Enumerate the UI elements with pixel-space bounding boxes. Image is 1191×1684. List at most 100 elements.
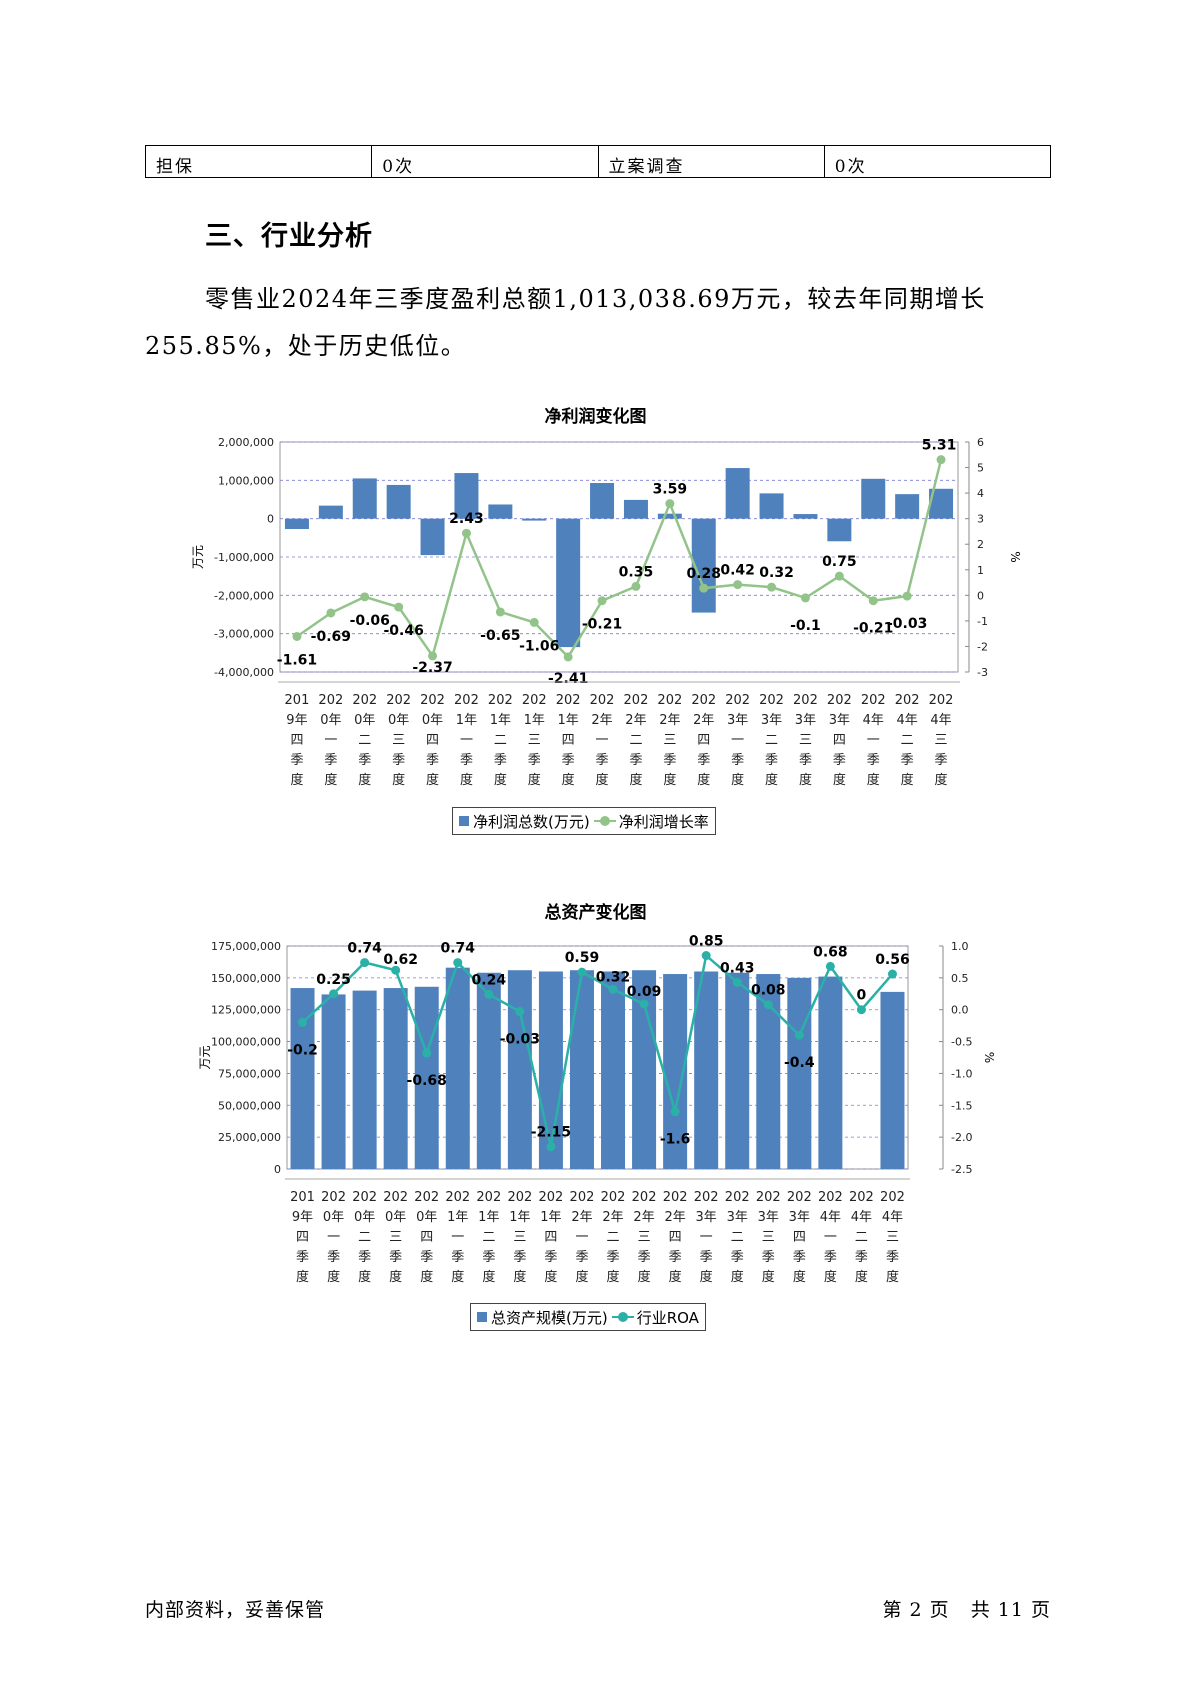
data-label: 0.75: [822, 554, 857, 570]
y-right-tick-label: -0.5: [951, 1036, 972, 1049]
data-label: 0.74: [441, 941, 476, 957]
line-point: [453, 958, 463, 968]
bar: [590, 483, 615, 519]
net-profit-chart-title: 净利润变化图: [544, 407, 647, 427]
series-line: [301, 953, 894, 1147]
x-tick-label: 202 2年三季度: [632, 1190, 657, 1285]
y-right-tick-label: 6: [977, 436, 984, 449]
y-tick-label: 150,000,000: [211, 972, 281, 985]
x-tick-label: 202 0年四季度: [414, 1190, 439, 1285]
line-point: [868, 596, 878, 606]
y-tick-label: 175,000,000: [211, 940, 281, 953]
y-right-tick-label: 1: [977, 564, 984, 577]
y-axis-title: 万元: [198, 1045, 212, 1069]
bar: [414, 986, 439, 1169]
line-point: [597, 596, 607, 606]
x-tick-label: 202 1年一季度: [454, 693, 479, 788]
line-point: [298, 1017, 308, 1027]
x-tick-label: 202 1年三季度: [522, 693, 547, 788]
x-tick-label: 201 9年四季度: [290, 1190, 315, 1285]
x-tick-label: 202 2年一季度: [590, 693, 615, 788]
series-line: [296, 459, 943, 659]
line-legend-marker: [593, 816, 616, 826]
bar: [284, 518, 309, 530]
line-point: [428, 651, 438, 661]
line-point: [763, 1000, 773, 1010]
y-right-tick-label: -2.5: [951, 1163, 972, 1176]
data-label: 0.56: [875, 952, 910, 968]
info-table: 担保 0次 立案调查 0次: [144, 145, 1052, 178]
data-label: -0.46: [383, 623, 423, 639]
line-point: [484, 989, 494, 999]
total-assets-chart: 175,000,000 150,000,000 125,000,000 100,000…: [198, 934, 996, 1285]
x-tick-label: 202 1年四季度: [539, 1190, 564, 1285]
data-label: 0.24: [472, 972, 507, 988]
data-label: -1.61: [277, 652, 317, 668]
y-right-tick-label: -2: [977, 640, 988, 653]
data-label: 0.68: [813, 944, 848, 960]
line-point: [639, 999, 649, 1009]
x-tick-label: 202 1年三季度: [507, 1190, 532, 1285]
data-label: 0.42: [720, 563, 755, 579]
bar: [793, 514, 818, 519]
y-tick-label: 2,000,000: [218, 436, 274, 449]
x-tick-label: 202 4年一季度: [818, 1190, 843, 1285]
bar: [556, 518, 581, 648]
y-right-tick-label: -3: [977, 666, 988, 679]
line-point: [699, 583, 709, 593]
y-right-tick-label: 5: [977, 462, 984, 475]
data-label: -0.03: [887, 616, 927, 632]
x-tick-label: 202 2年二季度: [601, 1190, 626, 1285]
x-tick-label: 202 2年四季度: [691, 693, 716, 788]
x-tick-label: 202 3年三季度: [793, 693, 818, 788]
y-tick-label: 25,000,000: [218, 1131, 281, 1144]
bar: [454, 473, 479, 519]
data-label: 0.59: [565, 950, 600, 966]
bar: [657, 513, 682, 519]
line-point: [800, 593, 810, 603]
data-label: 0.25: [316, 972, 351, 988]
bar: [383, 988, 408, 1169]
y-right-tick-label: 1.0: [951, 940, 969, 953]
line-point: [887, 969, 897, 979]
line-point: [495, 607, 505, 617]
bar: [694, 971, 719, 1169]
data-label: 5.31: [922, 438, 957, 454]
x-tick-label: 202 2年一季度: [570, 1190, 595, 1285]
data-label: -0.69: [311, 629, 351, 645]
y-right-tick-label: 2: [977, 538, 984, 551]
y-right-tick-label: 3: [977, 513, 984, 526]
bar: [386, 484, 411, 519]
y-right-tick-label: 4: [977, 487, 984, 500]
x-tick-label: 202 1年一季度: [445, 1190, 470, 1285]
line-point: [360, 592, 370, 602]
bar: [787, 977, 812, 1169]
table-cell-investigation-value: 0次: [823, 145, 1052, 178]
bar: [476, 972, 501, 1169]
bar: [601, 971, 626, 1169]
section-title: 三、行业分析: [205, 221, 373, 252]
y-right-axis-title: %: [982, 1052, 996, 1063]
line-point: [563, 652, 573, 662]
bar: [488, 504, 513, 519]
data-label: 0.74: [347, 941, 382, 957]
data-label: -0.06: [350, 613, 390, 629]
data-label: -0.1: [790, 618, 821, 634]
line-legend-marker: [611, 1312, 634, 1322]
y-tick-label: 50,000,000: [218, 1099, 281, 1112]
bar: [507, 970, 532, 1169]
bar-legend-swatch: [459, 816, 469, 826]
line-point: [608, 984, 618, 994]
line-point: [665, 499, 675, 509]
line-point: [794, 1030, 804, 1040]
bar: [352, 478, 377, 519]
x-tick-label: 202 0年一季度: [318, 693, 343, 788]
legend-bar-label: 总资产规模(万元): [491, 1308, 608, 1327]
y-tick-label: -2,000,000: [214, 589, 274, 602]
bar: [321, 994, 346, 1169]
y-right-tick-label: -1.5: [951, 1099, 972, 1112]
bar: [352, 990, 377, 1169]
bar: [725, 972, 750, 1169]
line-point: [546, 1142, 556, 1152]
total-assets-legend: 总资产规模(万元) 行业ROA: [470, 1303, 706, 1331]
